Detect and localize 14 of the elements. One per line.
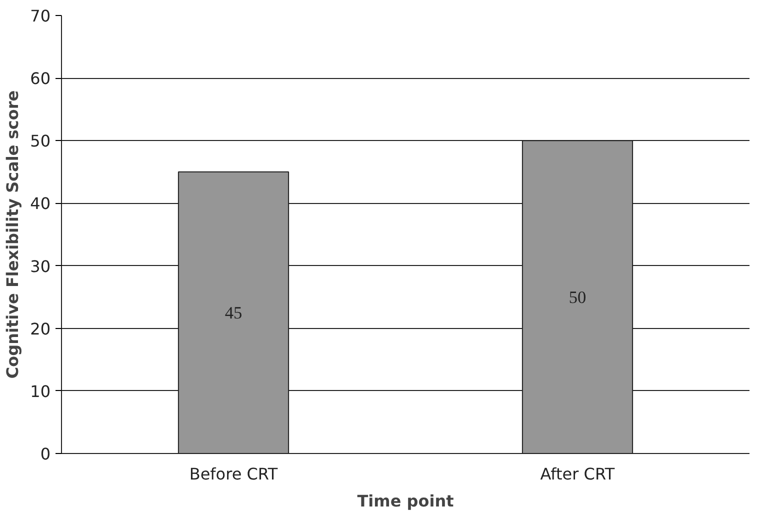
y-tick-label: 70 [30,6,50,26]
y-tick-label: 60 [30,69,50,88]
y-tick-label: 40 [30,194,50,214]
x-tick-label: After CRT [540,464,615,484]
y-tick-label: 20 [30,319,50,338]
y-axis-title: Cognitive Flexibility Scale score [3,90,22,379]
y-tick-label: 10 [30,382,50,401]
y-tick-label: 0 [40,444,51,464]
x-axis-title: Time point [357,492,454,510]
y-tick-label: 30 [30,256,50,276]
data-label: 50 [568,288,586,308]
data-label: 45 [224,304,242,323]
y-tick-label: 50 [30,132,50,151]
x-tick-label: Before CRT [189,464,278,484]
